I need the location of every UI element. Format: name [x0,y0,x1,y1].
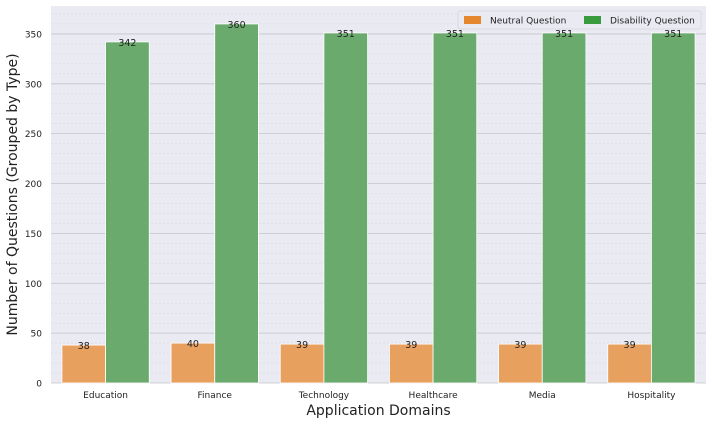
neutral-bar-media [498,343,543,384]
y-tick-label: 300 [25,80,42,90]
bar-value-label: 38 [78,341,90,352]
x-tick-label: Media [529,391,556,401]
y-tick-label: 50 [31,330,43,340]
neutral-bar-technology [279,343,325,384]
bar-value-label: 351 [664,29,682,40]
bar-value-label: 39 [624,340,636,351]
y-tick-label: 250 [25,130,42,140]
x-tick-label: Finance [198,391,233,401]
legend-label: Disability Question [610,17,695,27]
legend-frame [457,10,702,30]
x-tick-label: Technology [298,391,350,401]
legend-swatch [464,16,481,24]
disability-bar-hospitality [651,32,696,384]
neutral-bar-education [61,344,106,384]
bar-value-label: 39 [296,340,308,351]
bar-value-label: 351 [555,29,573,40]
legend-label: Neutral Question [490,17,566,27]
y-tick-label: 200 [25,180,42,190]
plot-area [51,6,706,383]
x-tick-label: Education [83,391,128,401]
x-axis-label: Application Domains [306,403,450,419]
y-tick-label: 350 [25,30,42,40]
disability-bar-technology [323,32,368,384]
disability-bar-media [541,32,587,384]
bar-value-label: 40 [187,339,199,350]
neutral-bar-finance [170,342,216,384]
bar-value-label: 39 [405,340,417,351]
disability-bar-education [105,41,150,384]
x-tick-label: Healthcare [409,391,459,401]
bar-value-label: 342 [118,38,136,49]
bar-value-label: 351 [446,29,464,40]
y-axis-label: Number of Questions (Grouped by Type) [5,53,21,335]
y-tick-label: 0 [36,380,42,390]
bar-value-label: 351 [337,29,355,40]
x-tick-label: Hospitality [627,391,676,401]
disability-bar-finance [214,23,259,384]
neutral-bar-healthcare [389,343,434,384]
y-tick-label: 150 [25,230,42,240]
gridlines [51,13,706,384]
disability-bar-healthcare [432,32,478,384]
legend: Neutral Question Disability Question [457,10,702,30]
y-tick-label: 100 [25,280,42,290]
bar-value-label: 39 [514,340,526,351]
bar-value-label: 360 [228,20,246,31]
neutral-bar-hospitality [607,343,652,384]
data-labels: 38 342 40 360 39 351 39 351 39 351 39 351 [78,20,683,352]
y-axis-ticks: 0 50 100 150 200 250 300 350 [25,30,42,389]
bars [61,23,696,384]
legend-swatch [584,16,601,24]
x-axis-ticks: Education Finance Technology Healthcare Medi… [83,391,676,401]
